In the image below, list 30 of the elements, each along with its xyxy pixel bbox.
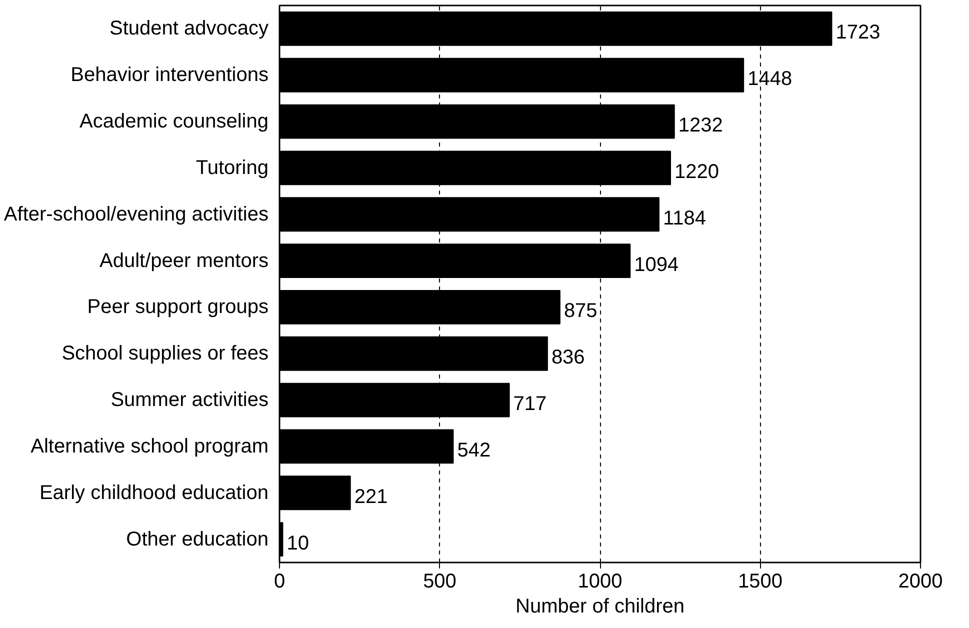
data-label: 542	[457, 439, 491, 462]
data-label: 836	[551, 346, 585, 369]
x-tick-label: 1000	[578, 570, 622, 592]
data-label: 10	[286, 532, 309, 554]
y-tick-label: Alternative school program	[30, 435, 268, 458]
data-label: 717	[513, 393, 547, 416]
x-tick-label: 0	[274, 570, 286, 592]
x-axis-title: Number of children	[516, 596, 684, 618]
y-tick-label: After-school/evening activities	[4, 203, 269, 226]
y-tick-label: Academic counseling	[80, 110, 269, 133]
data-label: 1448	[748, 68, 792, 90]
y-tick-label: Early childhood education	[39, 482, 269, 504]
data-label: 1184	[662, 207, 706, 230]
y-tick-label: Peer support groups	[87, 296, 269, 318]
y-tick-label: Other education	[126, 528, 269, 550]
data-label: 875	[564, 300, 598, 322]
y-tick-label: Tutoring	[196, 156, 269, 179]
data-label: 221	[354, 486, 388, 508]
x-tick-label: 500	[423, 570, 456, 592]
data-label: 1094	[634, 254, 679, 276]
x-tick-label: 2000	[898, 570, 943, 592]
y-tick-label: Student advocacy	[110, 18, 269, 40]
x-tick-label: 1500	[738, 570, 783, 592]
data-label: 1232	[678, 114, 723, 137]
data-label: 1220	[674, 160, 720, 183]
y-tick-label: Summer activities	[110, 389, 268, 412]
y-tick-label: Behavior interventions	[70, 64, 268, 86]
y-tick-label: Adult/peer mentors	[100, 250, 269, 272]
data-label: 1723	[836, 22, 880, 44]
y-tick-label: School supplies or fees	[62, 342, 269, 365]
